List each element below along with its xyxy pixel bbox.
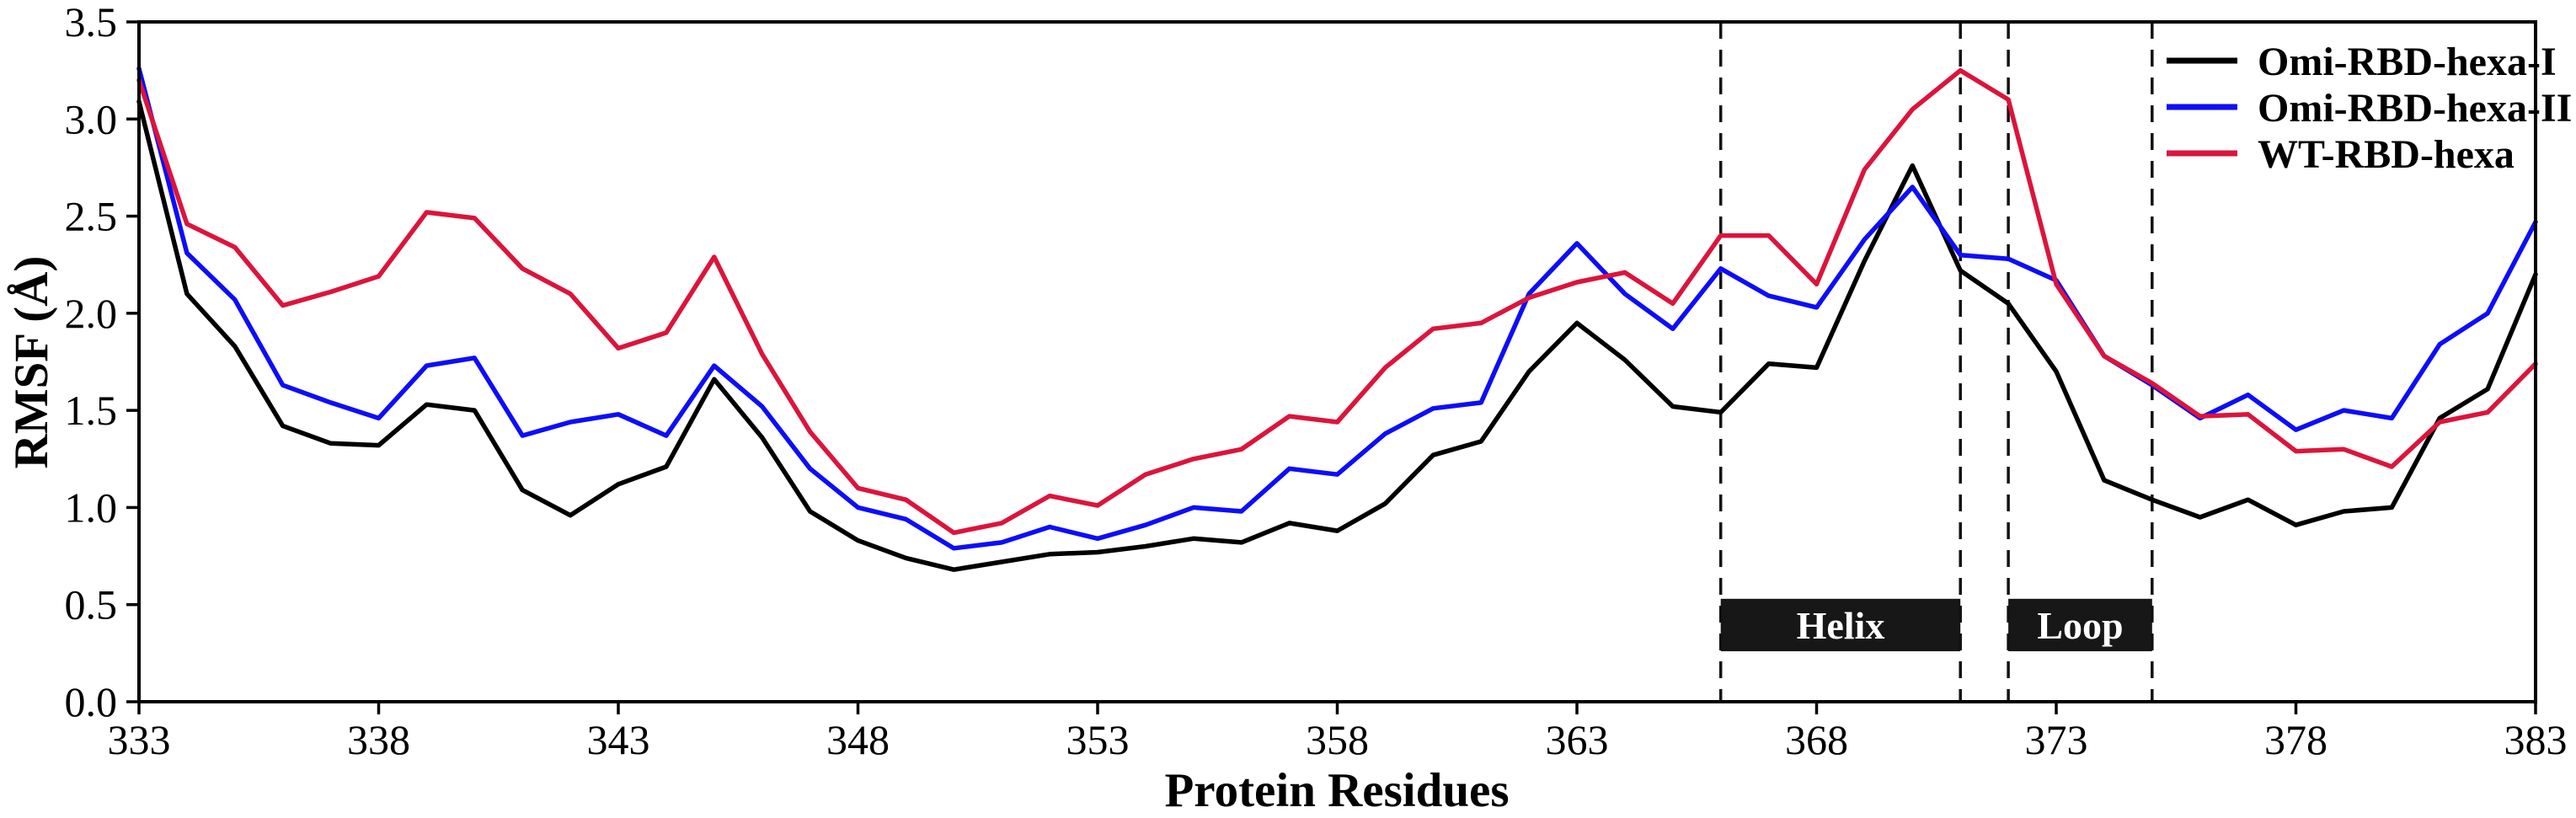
x-tick-label: 348 <box>826 716 890 763</box>
legend-item: Omi-RBD-hexa-I <box>2167 40 2557 84</box>
data-series-lines <box>136 66 2538 572</box>
x-tick-label: 378 <box>2264 716 2327 763</box>
y-tick-label: 3.0 <box>65 95 118 142</box>
region-label-loop: Loop <box>2037 604 2123 647</box>
series-line-wt-rbd-hexa <box>136 67 2538 536</box>
series-line-omi-rbd-hexa-ii <box>136 66 2538 551</box>
x-tick-label: 338 <box>347 716 410 763</box>
legend-label-omi-rbd-hexa-i: Omi-RBD-hexa-I <box>2258 40 2557 84</box>
legend-label-omi-rbd-hexa-ii: Omi-RBD-hexa-II <box>2258 86 2572 131</box>
y-tick-label: 3.5 <box>65 0 118 45</box>
x-tick-label: 373 <box>2025 716 2088 763</box>
y-tick-label: 2.5 <box>65 193 118 240</box>
x-axis-title: Protein Residues <box>1164 764 1509 817</box>
x-tick-label: 343 <box>587 716 650 763</box>
legend-item: WT-RBD-hexa <box>2167 132 2515 177</box>
x-tick-label: 363 <box>1546 716 1609 763</box>
y-tick-label: 0.0 <box>65 678 118 725</box>
plot-frame <box>137 20 2537 703</box>
x-tick-label: 358 <box>1306 716 1369 763</box>
x-tick-label: 333 <box>108 716 171 763</box>
series-line-omi-rbd-hexa-i <box>136 99 2538 572</box>
x-tick-label: 353 <box>1066 716 1130 763</box>
y-tick-label: 2.0 <box>65 290 118 337</box>
x-axis-ticks: 333 338 343 348 353 358 363 368 373 378 383 <box>108 702 2568 763</box>
y-axis-title: RMSF (Å) <box>5 256 58 469</box>
region-bar-loop <box>2008 598 2152 652</box>
region-label-helix: Helix <box>1797 604 1885 647</box>
x-tick-label: 368 <box>1785 716 1848 763</box>
legend: Omi-RBD-hexa-I Omi-RBD-hexa-II WT-RBD-he… <box>2167 40 2572 177</box>
x-tick-label: 383 <box>2504 716 2568 763</box>
legend-label-wt-rbd-hexa: WT-RBD-hexa <box>2258 132 2515 177</box>
region-boundary-dashed-lines <box>1718 22 2154 702</box>
structure-region-bars: Helix Loop <box>1720 598 2152 652</box>
region-bar-helix <box>1720 598 1961 652</box>
y-tick-label: 0.5 <box>65 581 118 628</box>
y-axis-ticks: 0.0 0.5 1.0 1.5 2.0 2.5 3.0 3.5 <box>65 0 139 725</box>
legend-item: Omi-RBD-hexa-II <box>2167 86 2572 131</box>
y-tick-label: 1.0 <box>65 484 118 531</box>
y-tick-label: 1.5 <box>65 387 118 434</box>
